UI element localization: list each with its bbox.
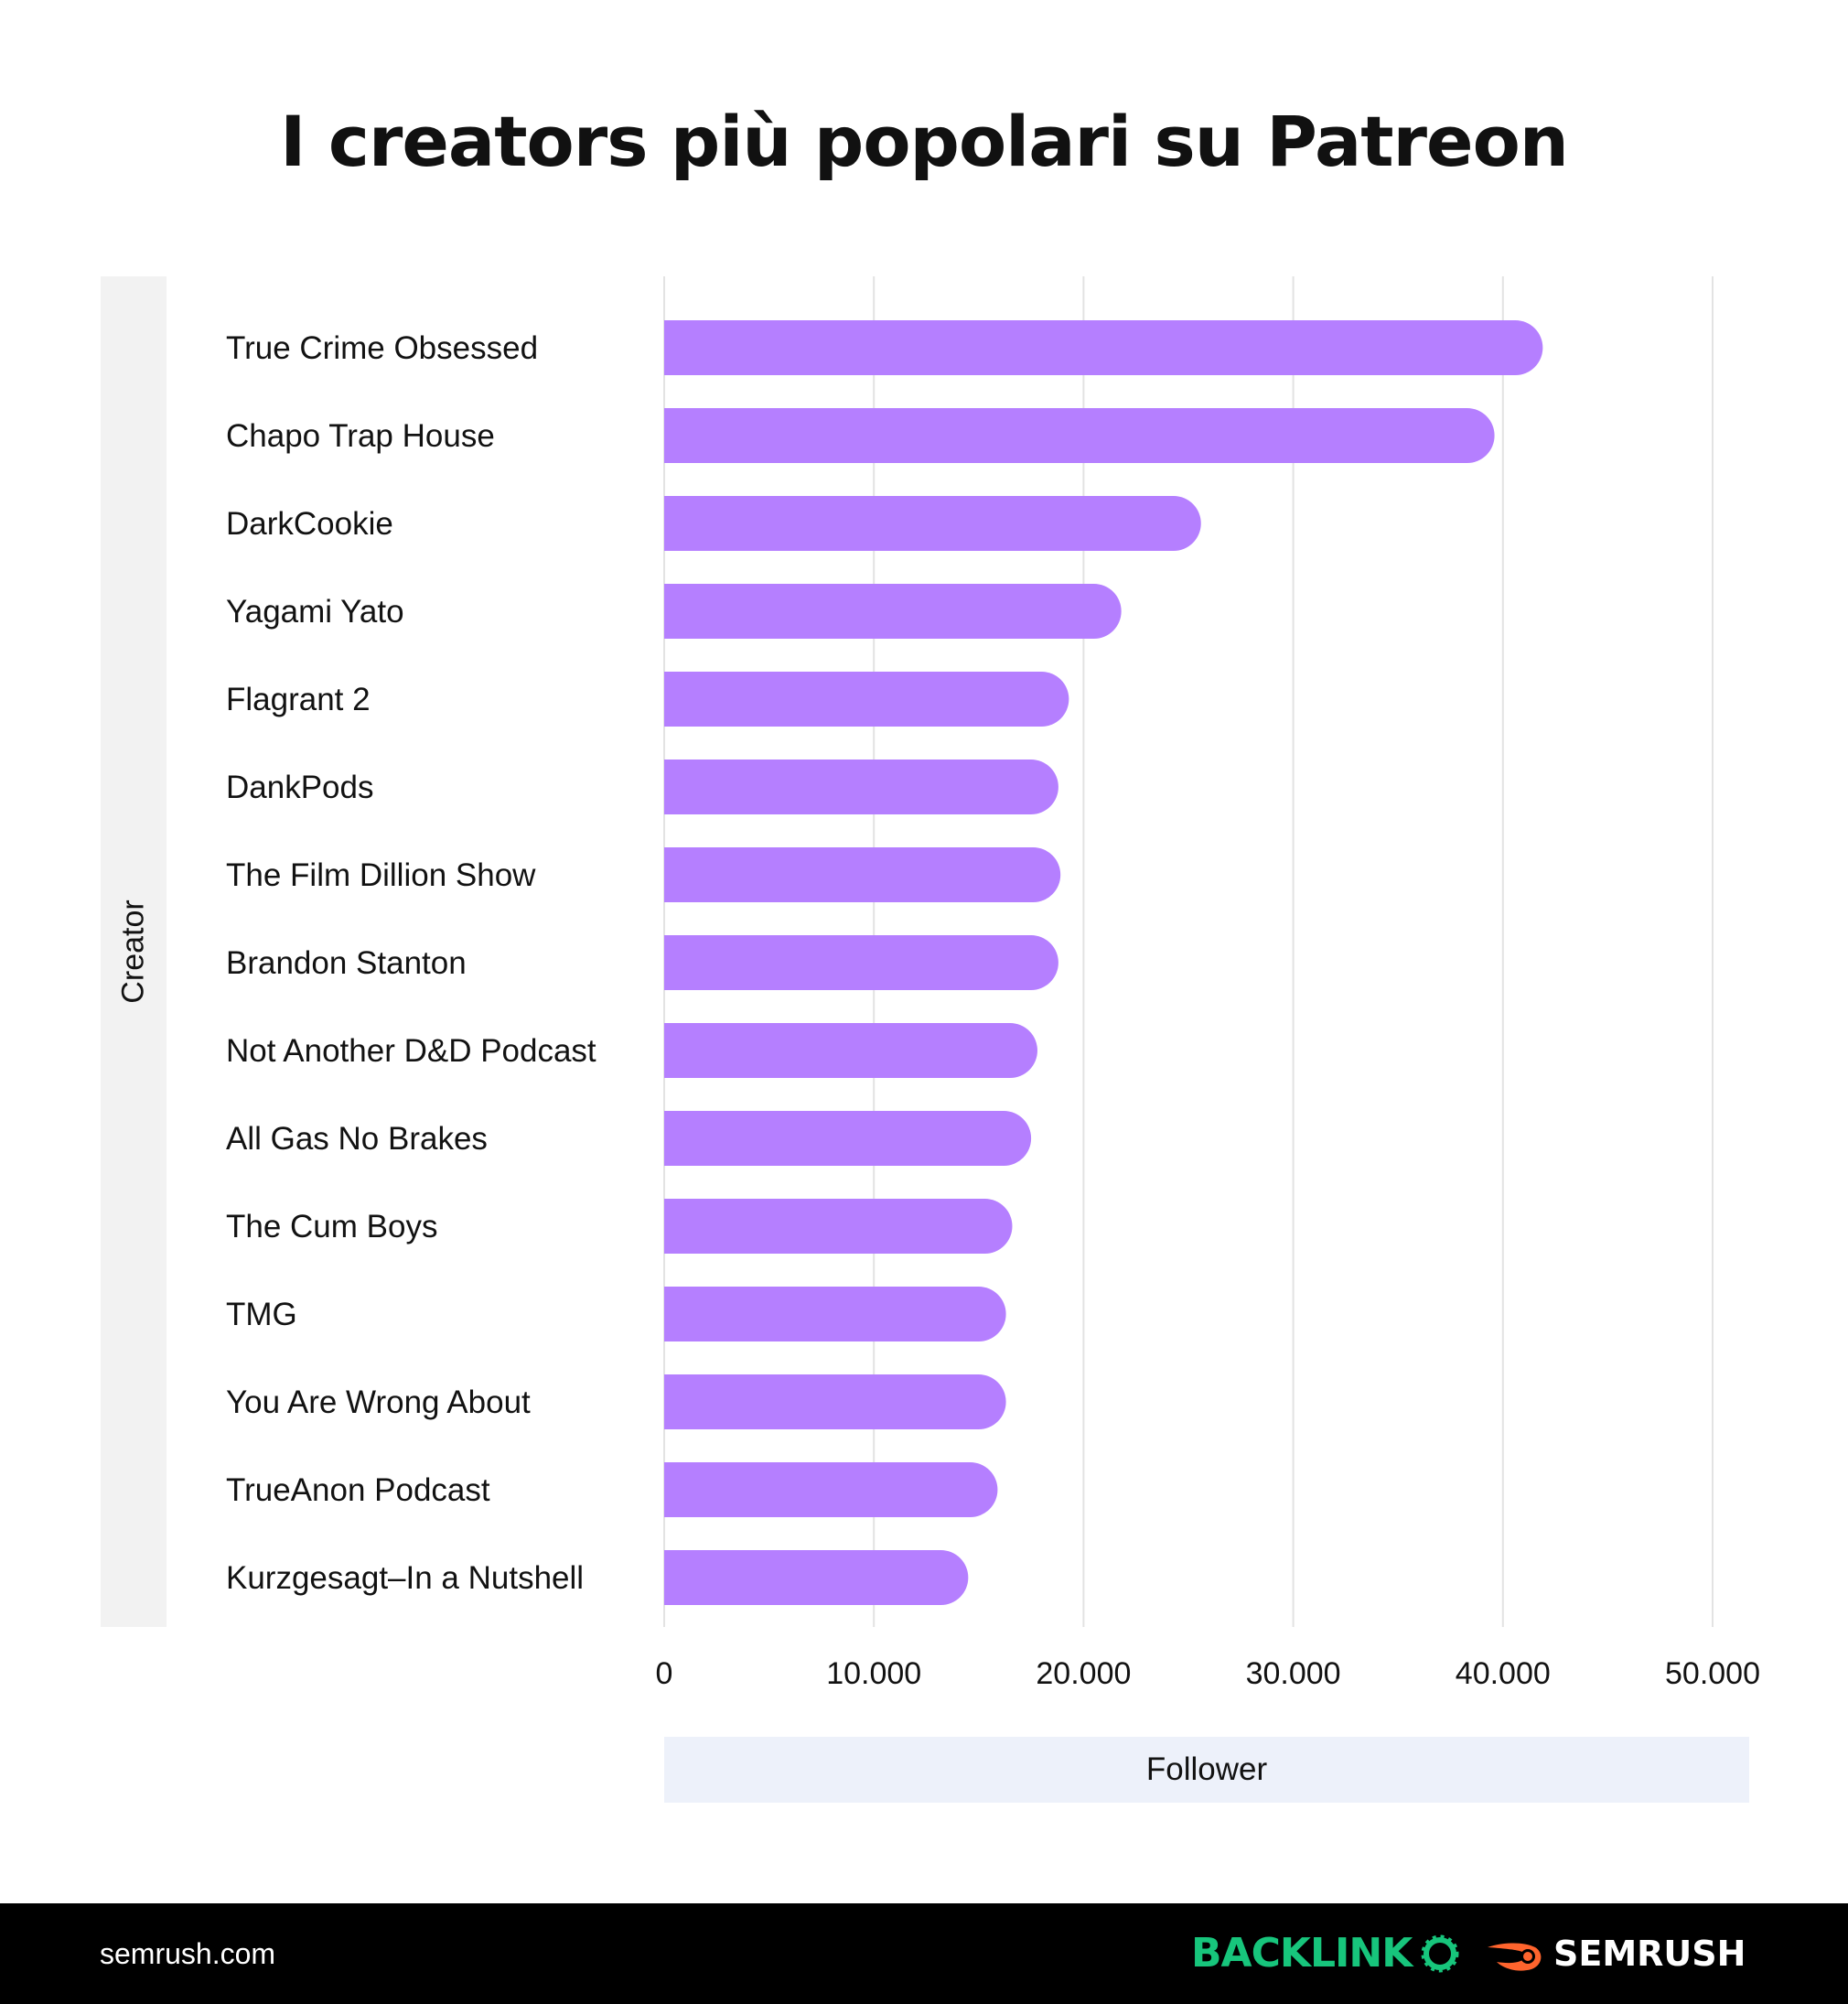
bar (664, 672, 1069, 727)
bar (664, 320, 1543, 375)
footer: semrush.com BACKLINK SEMRUSH (0, 1903, 1848, 2004)
x-axis-label-panel: Follower (664, 1737, 1749, 1803)
category-label: Kurzgesagt–In a Nutshell (226, 1560, 584, 1596)
x-tick-label: 0 (656, 1656, 673, 1691)
bar (664, 1550, 969, 1605)
category-label: DankPods (226, 770, 373, 805)
bar (664, 408, 1495, 463)
y-axis-label-panel (101, 276, 167, 1627)
bar (664, 1199, 1013, 1254)
bar (664, 496, 1201, 551)
category-label: All Gas No Brakes (226, 1121, 488, 1157)
category-label: Brandon Stanton (226, 945, 467, 981)
bar (664, 1287, 1006, 1341)
x-tick-label: 20.000 (1036, 1656, 1131, 1691)
chart-title: I creators più popolari su Patreon (280, 101, 1569, 182)
bar (664, 584, 1122, 639)
category-label: The Cum Boys (226, 1209, 437, 1244)
semrush-logo-text: SEMRUSH (1553, 1934, 1746, 1974)
x-tick-label: 50.000 (1665, 1656, 1760, 1691)
category-label: TrueAnon Podcast (226, 1472, 490, 1508)
x-tick-label: 30.000 (1246, 1656, 1341, 1691)
category-label: True Crime Obsessed (226, 330, 538, 366)
category-label: You Are Wrong About (226, 1384, 531, 1420)
bar (664, 935, 1058, 990)
backlinko-o-icon (1421, 1934, 1459, 1973)
category-label: Flagrant 2 (226, 682, 371, 717)
semrush-fire-icon (1488, 1943, 1542, 1971)
x-tick-labels: 0 10.000 20.000 30.000 40.000 50.000 (656, 1656, 1760, 1691)
category-label: Yagami Yato (226, 594, 404, 630)
x-axis-label: Follower (1145, 1751, 1268, 1787)
site-url: semrush.com (100, 1937, 276, 1970)
bar (664, 847, 1061, 902)
bar-chart: True Crime Obsessed Chapo Trap House DarkC… (226, 276, 1760, 1691)
category-label: DarkCookie (226, 506, 393, 542)
bar (664, 1111, 1032, 1166)
bar (664, 760, 1058, 814)
bar (664, 1023, 1037, 1078)
category-label: Not Another D&D Podcast (226, 1033, 596, 1069)
category-labels: True Crime Obsessed Chapo Trap House DarkC… (226, 330, 596, 1596)
bar (664, 1374, 1006, 1429)
x-tick-label: 40.000 (1456, 1656, 1551, 1691)
bars (664, 320, 1543, 1605)
category-label: The Film Dillion Show (226, 857, 536, 893)
category-label: Chapo Trap House (226, 418, 495, 454)
x-tick-label: 10.000 (826, 1656, 921, 1691)
bar (664, 1462, 998, 1517)
category-label: TMG (226, 1297, 297, 1332)
backlinko-logo-text: BACKLINK (1191, 1930, 1413, 1977)
